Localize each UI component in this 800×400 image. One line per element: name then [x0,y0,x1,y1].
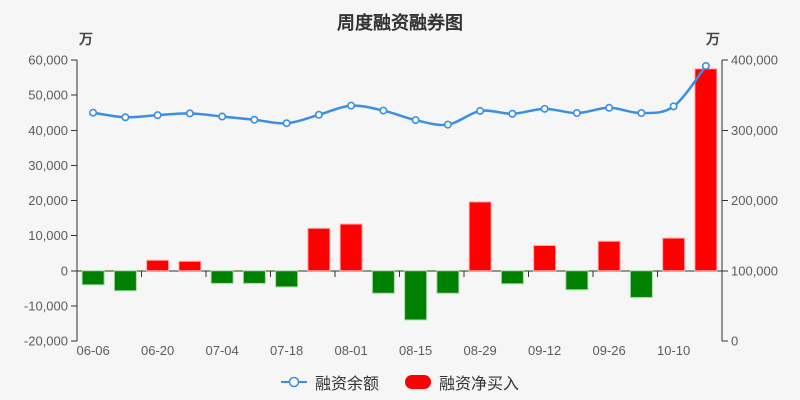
x-axis-label: 07-18 [270,343,303,358]
left-axis-unit: 万 [78,31,93,47]
bar-net-buy[interactable] [597,240,621,272]
left-axis-tick-label: 50,000 [28,88,68,103]
left-axis-tick-label: 60,000 [28,53,68,68]
left-axis-tick-label: 0 [61,263,68,278]
bar-net-buy[interactable] [275,270,299,288]
x-axis-label: 06-06 [77,343,110,358]
x-axis-label: 06-20 [141,343,174,358]
bar-net-buy[interactable] [242,270,266,284]
right-axis-unit: 万 [705,31,720,47]
line-point[interactable] [250,115,259,124]
x-axis-label: 08-01 [335,343,368,358]
line-point[interactable] [508,109,517,118]
line-point[interactable] [411,116,420,125]
bar-net-buy[interactable] [694,68,718,272]
chart-title: 周度融资融券图 [337,13,463,33]
line-point[interactable] [89,108,98,117]
left-axis-tick-label: 40,000 [28,123,68,138]
x-axis-label: 09-12 [528,343,561,358]
line-point[interactable] [121,113,130,122]
chart-legend: 融资余额 融资净买入 [0,370,800,394]
right-axis-tick-label: 200,000 [731,193,778,208]
bar-net-buy[interactable] [662,237,686,272]
bar-net-buy[interactable] [436,270,460,294]
legend-item-financing-balance[interactable]: 融资余额 [280,370,379,394]
line-point[interactable] [218,112,227,121]
line-point[interactable] [540,104,549,113]
legend-label-financing-balance: 融资余额 [314,376,379,393]
bar-net-buy[interactable] [404,270,428,321]
line-point[interactable] [185,109,194,118]
bar-net-buy[interactable] [178,260,202,272]
line-point[interactable] [669,102,678,111]
line-point[interactable] [572,109,581,118]
bar-net-buy[interactable] [146,259,170,272]
line-point[interactable] [153,111,162,120]
line-point[interactable] [476,106,485,115]
balance-line [91,64,708,127]
bar-net-buy[interactable] [565,270,589,291]
bar-series-icon [405,375,431,389]
legend-item-net-buy[interactable]: 融资净买入 [405,370,519,394]
bar-net-buy[interactable] [500,270,524,285]
left-axis-tick-label: 20,000 [28,193,68,208]
line-point[interactable] [637,109,646,118]
left-axis-tick-label: 30,000 [28,158,68,173]
left-axis-tick-label: 10,000 [28,228,68,243]
bar-net-buy[interactable] [339,223,363,272]
right-axis-tick-label: 100,000 [731,263,778,278]
bar-net-buy[interactable] [371,270,395,294]
bar-net-buy[interactable] [629,270,653,298]
line-point[interactable] [282,119,291,128]
line-point[interactable] [314,110,323,119]
x-axis-label: 08-15 [399,343,432,358]
bar-net-buy[interactable] [113,270,137,292]
bar-net-buy[interactable] [81,270,105,286]
right-axis-tick-label: 300,000 [731,123,778,138]
left-axis-tick-label: -10,000 [24,298,68,313]
x-axis-label: 10-10 [657,343,690,358]
x-axis-label: 08-29 [464,343,497,358]
legend-label-net-buy: 融资净买入 [439,376,520,393]
line-point[interactable] [701,61,710,70]
bar-net-buy[interactable] [210,270,234,284]
line-point[interactable] [443,120,452,129]
bar-net-buy[interactable] [533,244,557,272]
x-axis-label: 07-04 [206,343,239,358]
right-axis-tick-label: 0 [731,334,738,349]
x-axis-label: 09-26 [593,343,626,358]
right-axis-tick-label: 400,000 [731,53,778,68]
line-point[interactable] [347,101,356,110]
line-point[interactable] [605,103,614,112]
bar-net-buy[interactable] [468,201,492,272]
line-point[interactable] [379,106,388,115]
line-series-icon [280,376,307,388]
bar-net-buy[interactable] [307,227,331,272]
left-axis-tick-label: -20,000 [24,334,68,349]
